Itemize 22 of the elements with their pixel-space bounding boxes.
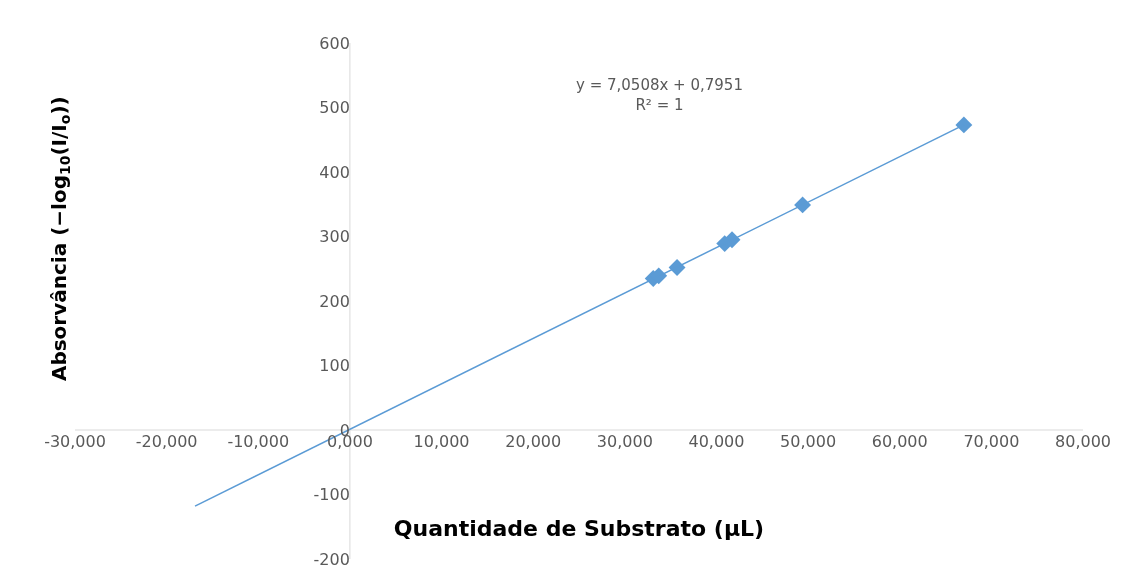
x-tick-label: 40,000 [688, 432, 745, 451]
y-tick-label: -200 [313, 549, 350, 569]
y-tick-label: 200 [319, 291, 350, 311]
x-tick-label: 30,000 [596, 432, 653, 451]
x-tick-label: -20,000 [135, 432, 198, 451]
x-tick-label: 20,000 [505, 432, 562, 451]
x-tick-label: 60,000 [871, 432, 928, 451]
y-tick-label: 100 [319, 356, 350, 376]
x-tick-label: 70,000 [963, 432, 1020, 451]
y-tick-label: -100 [313, 485, 350, 505]
y-tick-label: 400 [319, 162, 350, 182]
x-tick-label: 50,000 [780, 432, 837, 451]
y-tick-label: 300 [319, 227, 350, 247]
y-tick-label: 600 [319, 33, 350, 53]
y-tick-label: 500 [319, 98, 350, 118]
annotation: y = 7,0508x + 0,7951 R² = 1 [576, 76, 743, 114]
x-tick-label: -30,000 [44, 432, 106, 451]
x-axis-title: Quantidade de Substrato (µL) [393, 515, 765, 541]
x-tick-label: -10,000 [227, 432, 290, 451]
x-tick-label: 80,000 [1055, 432, 1111, 451]
point [955, 116, 973, 134]
x-tick-label: 10,000 [413, 432, 470, 451]
